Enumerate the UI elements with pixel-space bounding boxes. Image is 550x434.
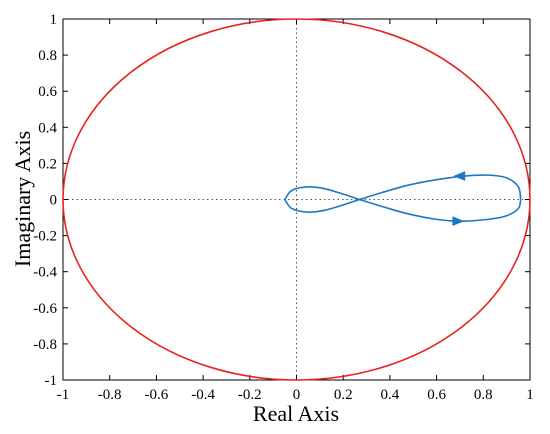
- tick-labels: -1 -0.8 -0.6 -0.4 -0.2 0 0.2 0.4 0.6 0.8 1 -1 -0.8 -0…: [33, 12, 534, 403]
- x-tick-label: -0.8: [98, 387, 122, 403]
- x-tick-label: -1: [57, 387, 70, 403]
- direction-arrow: [452, 216, 465, 227]
- unit-circle: [62, 18, 531, 381]
- y-tick-label: -0.6: [33, 301, 57, 317]
- x-tick-label: 0.6: [427, 387, 446, 403]
- x-tick-label: -0.4: [191, 387, 215, 403]
- y-tick-label: 0.4: [38, 120, 57, 136]
- direction-arrow: [453, 171, 466, 181]
- y-tick-label: -0.2: [33, 229, 57, 245]
- y-tick-label: 0.6: [38, 84, 57, 100]
- x-tick-label: 0.8: [474, 387, 493, 403]
- x-tick-label: 0.2: [334, 387, 353, 403]
- y-axis-label: Imaginary Axis: [10, 131, 35, 267]
- y-tick-label: -1: [45, 373, 58, 389]
- nyquist-branch-negative-freq: [284, 186, 522, 222]
- nyquist-branch-positive-freq: [284, 174, 522, 213]
- x-tick-label: -0.2: [238, 387, 262, 403]
- y-tick-label: -0.8: [33, 337, 57, 353]
- y-tick-label: 0.2: [38, 156, 57, 172]
- x-tick-label: -0.6: [145, 387, 169, 403]
- x-tick-label: 0: [293, 387, 301, 403]
- y-tick-label: 1: [50, 12, 58, 28]
- y-tick-label: 0.8: [38, 48, 57, 64]
- reference-lines: [63, 19, 530, 380]
- x-tick-label: 1: [526, 387, 534, 403]
- x-axis-label: Real Axis: [253, 401, 339, 426]
- y-tick-label: -0.4: [33, 265, 57, 281]
- y-tick-label: 0: [50, 193, 58, 209]
- series-layer: [62, 18, 531, 381]
- x-tick-label: 0.4: [381, 387, 400, 403]
